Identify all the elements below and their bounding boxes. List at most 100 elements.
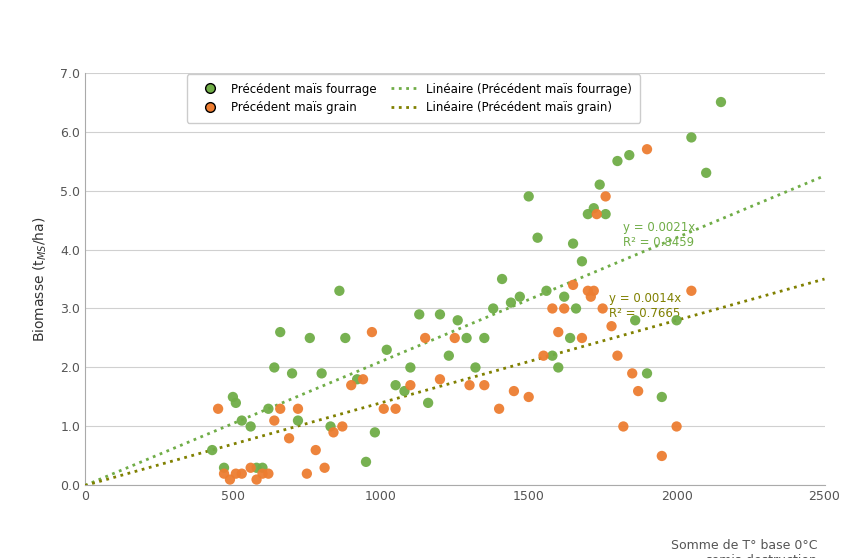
Précédent maïs fourrage [496,275,509,283]
Précédent maïs fourrage [380,345,394,354]
Précédent maïs fourrage [332,286,346,295]
Précédent maïs fourrage [292,416,305,425]
Précédent maïs fourrage [530,233,544,242]
Précédent maïs fourrage [412,310,426,319]
Précédent maïs grain [492,405,506,413]
Précédent maïs fourrage [655,392,669,401]
Text: y = 0.0014x
R² = 0.7665: y = 0.0014x R² = 0.7665 [609,291,681,320]
Précédent maïs fourrage [504,298,518,307]
Précédent maïs fourrage [244,422,258,431]
Précédent maïs fourrage [398,387,411,396]
Précédent maïs grain [670,422,683,431]
Précédent maïs fourrage [303,334,316,343]
Précédent maïs fourrage [610,157,624,166]
Précédent maïs grain [604,322,618,331]
Précédent maïs fourrage [229,398,242,407]
Précédent maïs fourrage [598,210,612,219]
Précédent maïs grain [640,145,654,153]
Précédent maïs grain [292,405,305,413]
Précédent maïs grain [581,286,595,295]
Précédent maïs grain [256,469,269,478]
Précédent maïs fourrage [628,316,642,325]
Précédent maïs grain [344,381,358,389]
Précédent maïs grain [575,334,589,343]
Précédent maïs fourrage [570,304,583,313]
Précédent maïs fourrage [478,334,491,343]
Précédent maïs fourrage [575,257,589,266]
Précédent maïs grain [684,286,698,295]
Précédent maïs grain [262,469,275,478]
Précédent maïs fourrage [564,334,577,343]
Précédent maïs grain [318,463,332,472]
Précédent maïs fourrage [434,310,447,319]
Précédent maïs fourrage [360,458,373,466]
Précédent maïs grain [218,469,231,478]
Précédent maïs fourrage [314,369,328,378]
Précédent maïs fourrage [587,204,601,213]
Précédent maïs grain [356,375,370,384]
Précédent maïs fourrage [513,292,527,301]
Précédent maïs fourrage [235,416,248,425]
Text: Somme de T° base 0°C
semis-destruction: Somme de T° base 0°C semis-destruction [671,539,817,558]
Précédent maïs fourrage [684,133,698,142]
Précédent maïs fourrage [338,334,352,343]
Précédent maïs grain [434,375,447,384]
Précédent maïs fourrage [268,363,281,372]
Précédent maïs fourrage [640,369,654,378]
Précédent maïs grain [552,328,565,336]
Text: y = 0.0021x
R² = 0.8459: y = 0.0021x R² = 0.8459 [623,221,695,249]
Précédent maïs grain [300,469,314,478]
Précédent maïs fourrage [404,363,417,372]
Précédent maïs grain [224,475,237,484]
Précédent maïs fourrage [450,316,464,325]
Précédent maïs fourrage [368,428,382,437]
Précédent maïs grain [596,304,609,313]
Précédent maïs grain [626,369,639,378]
Précédent maïs grain [566,281,580,290]
Précédent maïs grain [558,304,571,313]
Précédent maïs grain [282,434,296,442]
Précédent maïs fourrage [256,463,269,472]
Précédent maïs fourrage [250,463,264,472]
Précédent maïs fourrage [552,363,565,372]
Précédent maïs grain [388,405,402,413]
Précédent maïs fourrage [274,328,287,336]
Précédent maïs fourrage [714,98,728,107]
Précédent maïs fourrage [566,239,580,248]
Précédent maïs grain [632,387,645,396]
Précédent maïs grain [507,387,521,396]
Précédent maïs fourrage [546,351,559,360]
Précédent maïs fourrage [558,292,571,301]
Précédent maïs grain [404,381,417,389]
Précédent maïs fourrage [460,334,473,343]
Précédent maïs grain [235,469,248,478]
Précédent maïs fourrage [226,392,240,401]
Précédent maïs fourrage [388,381,402,389]
Précédent maïs fourrage [468,363,482,372]
Précédent maïs grain [478,381,491,389]
Précédent maïs grain [598,192,612,201]
Précédent maïs grain [536,351,550,360]
Précédent maïs fourrage [324,422,337,431]
Précédent maïs grain [377,405,390,413]
Précédent maïs grain [336,422,349,431]
Précédent maïs grain [587,286,601,295]
Précédent maïs grain [229,469,242,478]
Précédent maïs grain [590,210,604,219]
Legend: Précédent maïs fourrage, Précédent maïs grain, Linéaire (Précédent maïs fourrage: Précédent maïs fourrage, Précédent maïs … [187,74,640,123]
Précédent maïs grain [274,405,287,413]
Précédent maïs fourrage [622,151,636,160]
Y-axis label: Biomasse (t$_{MS}$/ha): Biomasse (t$_{MS}$/ha) [31,217,49,341]
Précédent maïs grain [462,381,476,389]
Précédent maïs grain [448,334,462,343]
Précédent maïs fourrage [670,316,683,325]
Précédent maïs fourrage [218,463,231,472]
Précédent maïs fourrage [593,180,607,189]
Précédent maïs grain [244,463,258,472]
Précédent maïs grain [366,328,379,336]
Précédent maïs grain [212,405,225,413]
Précédent maïs grain [584,292,598,301]
Précédent maïs fourrage [442,351,456,360]
Précédent maïs grain [546,304,559,313]
Précédent maïs fourrage [262,405,275,413]
